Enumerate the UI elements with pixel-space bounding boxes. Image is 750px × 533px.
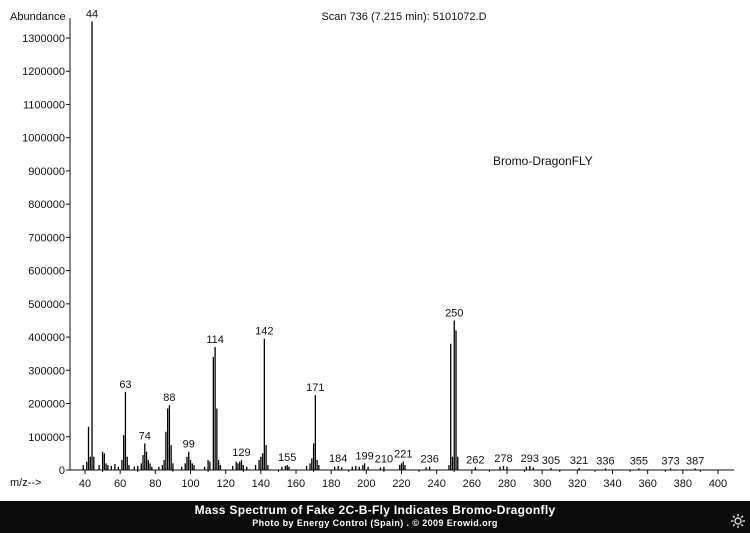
scan-title: Scan 736 (7.215 min): 5101072.D <box>321 11 486 23</box>
x-tick-label: 260 <box>463 478 481 490</box>
x-axis-label: m/z--> <box>10 477 41 489</box>
x-tick-label: 340 <box>603 478 621 490</box>
x-tick-label: 300 <box>533 478 551 490</box>
x-tick-label: 380 <box>674 478 692 490</box>
x-tick-label: 80 <box>149 478 161 490</box>
mass-spectrum-chart: Abundance Scan 736 (7.215 min): 5101072.… <box>10 8 734 490</box>
peak-label: 142 <box>255 326 273 338</box>
peak-label: 88 <box>163 392 175 404</box>
peak-label: 262 <box>466 454 484 466</box>
peak-label: 114 <box>206 334 224 346</box>
x-tick-label: 240 <box>427 478 445 490</box>
peak-label: 155 <box>278 452 296 464</box>
peak-label: 99 <box>183 439 195 451</box>
x-tick-label: 220 <box>392 478 410 490</box>
peak-label: 305 <box>542 455 560 467</box>
y-tick-label: 1300000 <box>22 33 65 45</box>
x-tick-label: 60 <box>114 478 126 490</box>
caption-bar: Mass Spectrum of Fake 2C-B-Fly Indicates… <box>0 501 750 533</box>
y-tick-label: 600000 <box>28 266 65 278</box>
y-tick-label: 1000000 <box>22 133 65 145</box>
peak-label: 221 <box>394 449 412 461</box>
x-tick-label: 400 <box>709 478 727 490</box>
peak-label: 129 <box>232 447 250 459</box>
peak-label: 184 <box>329 453 347 465</box>
y-tick-label: 300000 <box>28 365 65 377</box>
x-tick-label: 320 <box>568 478 586 490</box>
peak-label: 250 <box>445 307 463 319</box>
x-tick-label: 100 <box>181 478 199 490</box>
caption-title: Mass Spectrum of Fake 2C-B-Fly Indicates… <box>194 503 556 517</box>
peak-label: 355 <box>630 455 648 467</box>
y-tick-label: 800000 <box>28 199 65 211</box>
compound-annotation: Bromo-DragonFLY <box>493 154 593 168</box>
y-tick-label: 900000 <box>28 166 65 178</box>
peak-label: 336 <box>596 455 614 467</box>
x-tick-label: 160 <box>287 478 305 490</box>
plot-area: 0 100000 200000 300000 400000 500000 600000 700… <box>22 8 734 490</box>
peak-label: 74 <box>139 430 151 442</box>
x-tick-label: 280 <box>498 478 516 490</box>
peak-label: 171 <box>306 382 324 394</box>
y-tick-label: 500000 <box>28 299 65 311</box>
peak-label: 278 <box>494 453 512 465</box>
y-tick-label: 400000 <box>28 332 65 344</box>
x-tick-label: 360 <box>638 478 656 490</box>
sun-icon <box>731 514 745 528</box>
y-tick-label: 700000 <box>28 232 65 244</box>
peak-label: 236 <box>420 454 438 466</box>
peak-label: 293 <box>521 453 539 465</box>
y-tick-label: 100000 <box>28 432 65 444</box>
x-tick-label: 120 <box>216 478 234 490</box>
peak-label: 210 <box>375 454 393 466</box>
peak-label: 321 <box>570 455 588 467</box>
x-tick-label: 180 <box>322 478 340 490</box>
y-tick-label: 200000 <box>28 399 65 411</box>
x-tick-label: 200 <box>357 478 375 490</box>
y-tick-label: 0 <box>59 465 65 477</box>
y-tick-label: 1100000 <box>23 99 65 111</box>
peak-label: 44 <box>86 8 98 20</box>
caption-credit: Photo by Energy Control (Spain) . © 2009… <box>252 518 498 528</box>
peak-label: 387 <box>686 455 704 467</box>
y-axis-label: Abundance <box>10 11 66 23</box>
peak-label: 199 <box>355 450 373 462</box>
x-tick-label: 40 <box>79 478 91 490</box>
peak-label: 63 <box>119 379 131 391</box>
x-tick-label: 140 <box>252 478 270 490</box>
peak-label: 373 <box>661 455 679 467</box>
y-tick-label: 1200000 <box>22 66 65 78</box>
